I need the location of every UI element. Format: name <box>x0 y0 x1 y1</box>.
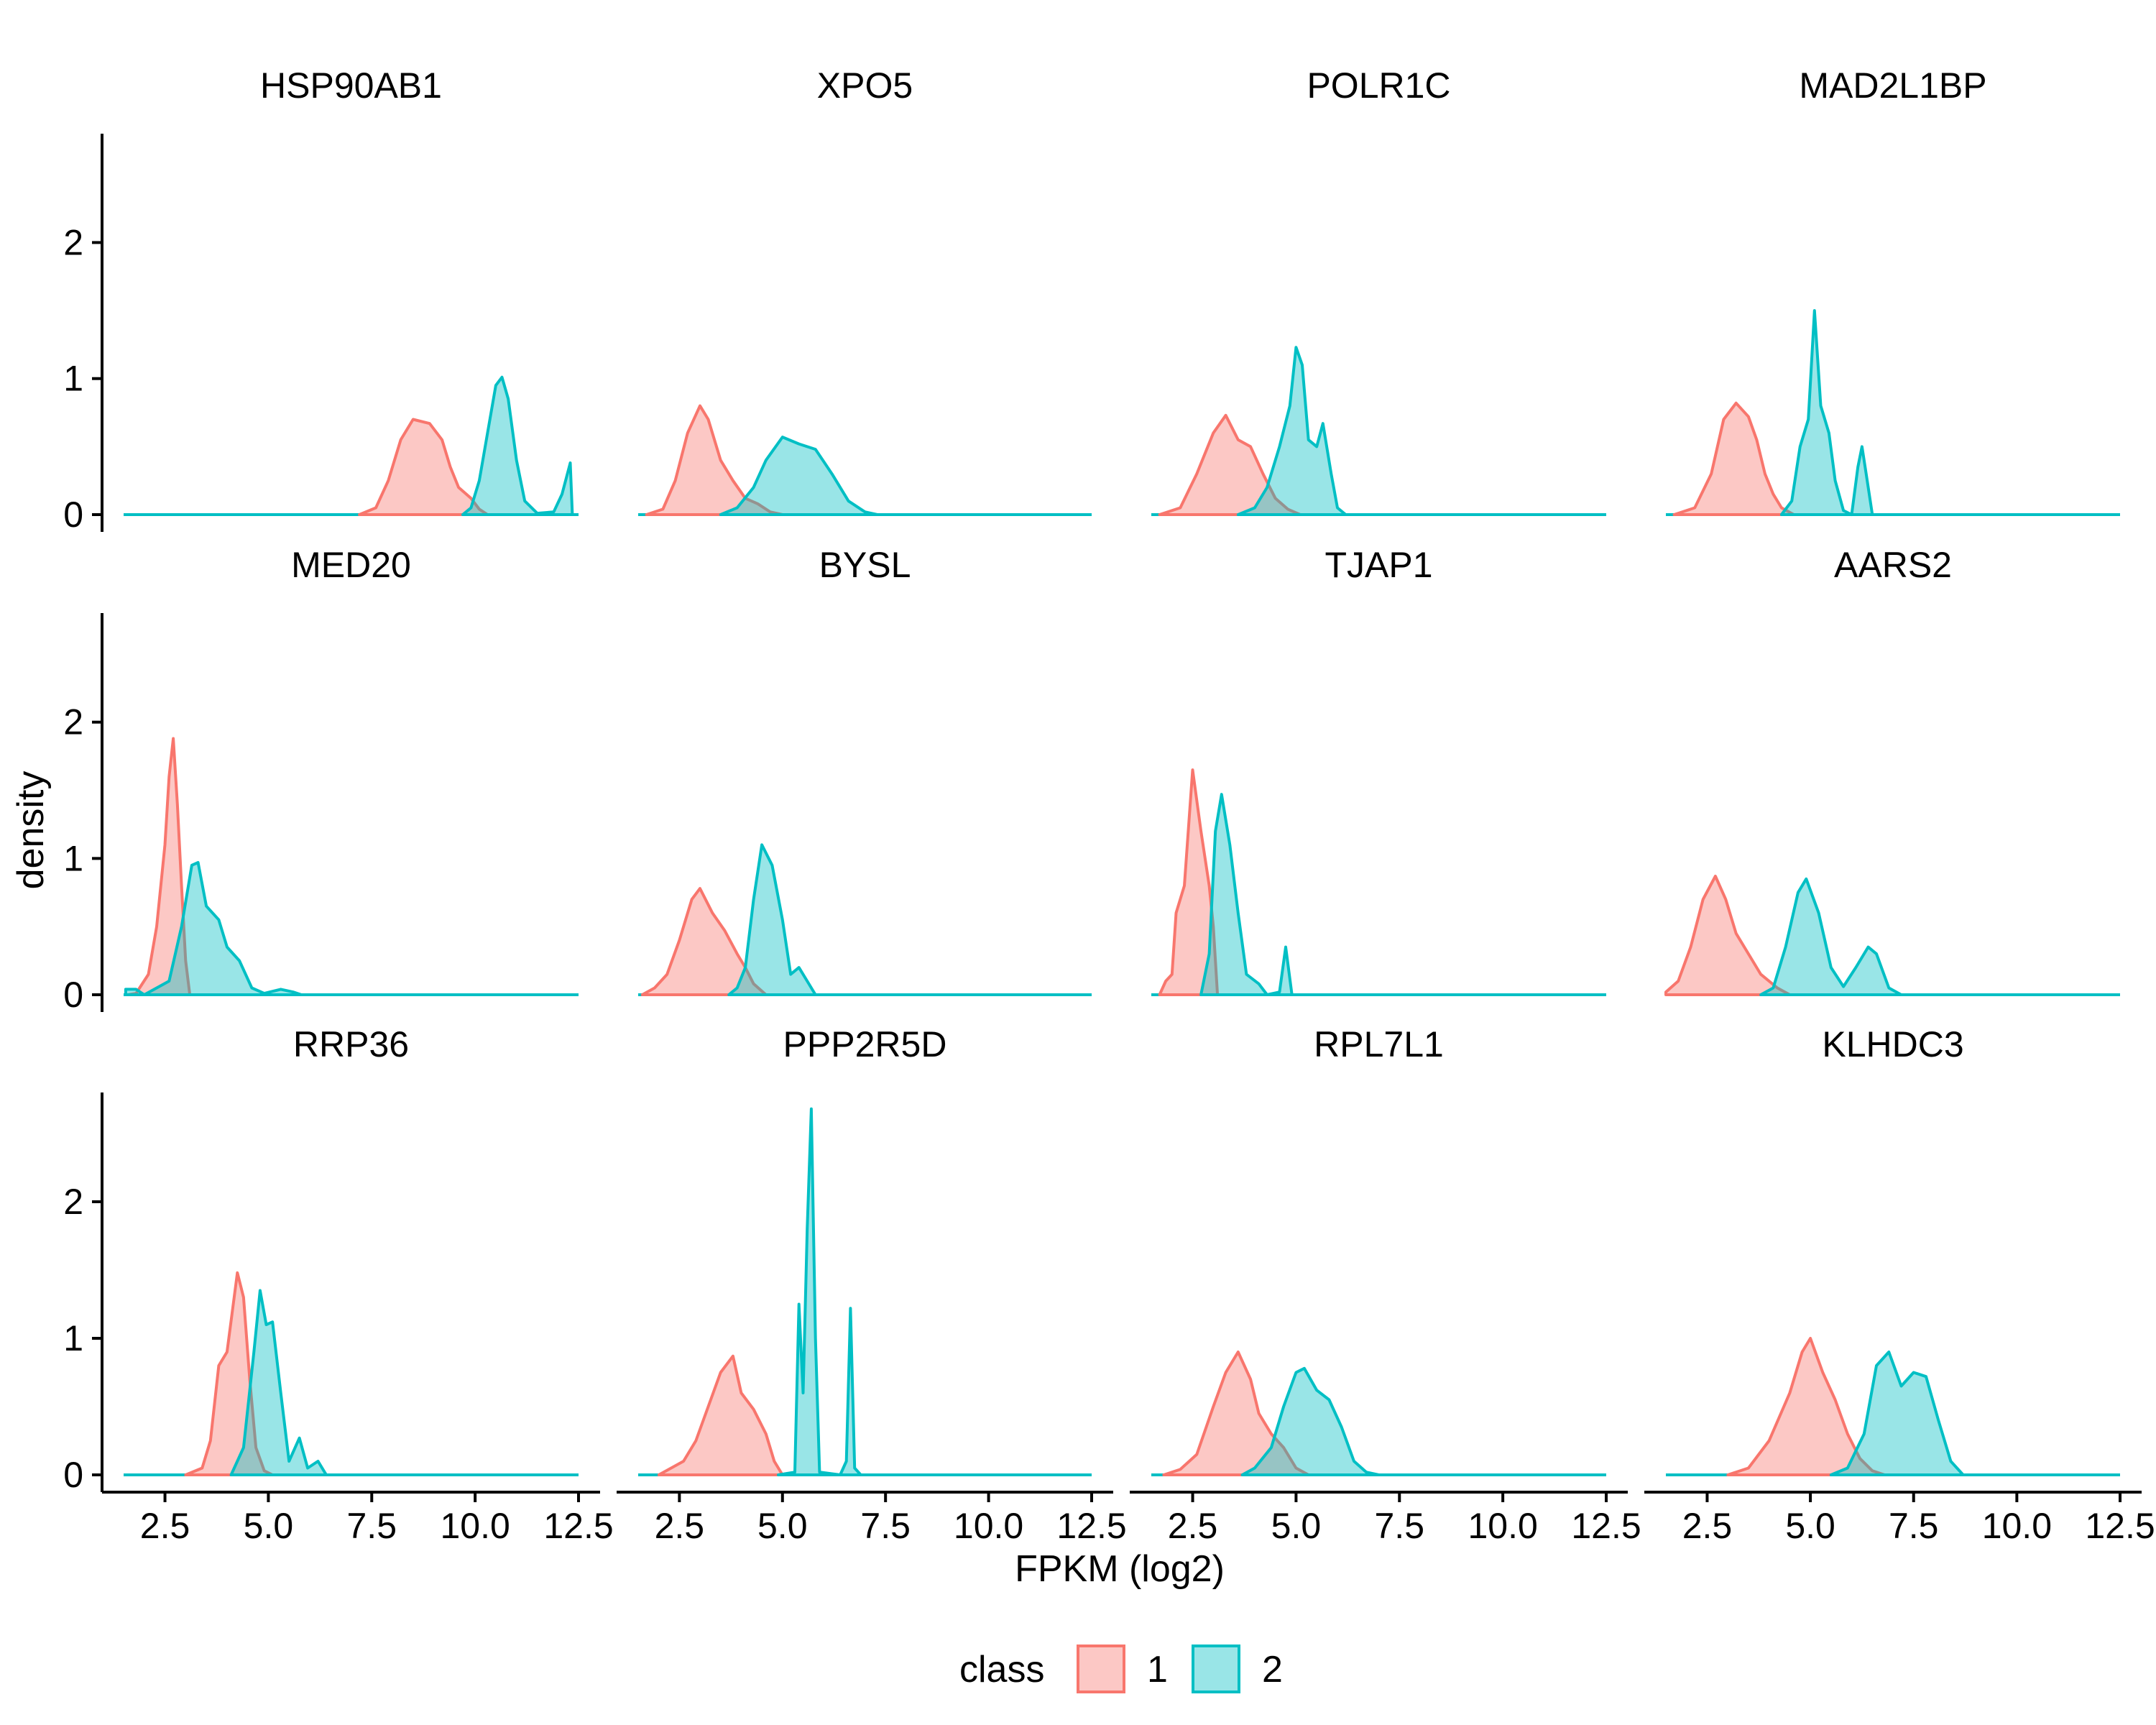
x-tick-label-ppp2r5d-3: 10.0 <box>954 1506 1023 1546</box>
panel-title-tjap1: TJAP1 <box>1325 545 1432 585</box>
x-tick-label-rrp36-3: 10.0 <box>440 1506 510 1546</box>
panel-rpl7l1: RPL7L1 2.5 5.0 7.5 10.0 12.5 <box>1130 1024 1641 1546</box>
density-hsp90ab1-class2 <box>461 375 574 516</box>
y-tick-label-row-2-2: 2 <box>63 702 83 742</box>
x-tick-label-rpl7l1-2: 7.5 <box>1375 1506 1425 1546</box>
density-med20-class2 <box>124 861 303 996</box>
y-tick-label-row-1-2: 2 <box>63 222 83 262</box>
x-tick-label-ppp2r5d-1: 5.0 <box>757 1506 808 1546</box>
density-rpl7l1-class2 <box>1240 1366 1381 1476</box>
x-tick-label-rrp36-1: 5.0 <box>244 1506 294 1546</box>
density-hsp90ab1-class1 <box>358 418 489 516</box>
density-klhdc3-class2 <box>1829 1351 1965 1476</box>
panel-title-polr1c: POLR1C <box>1307 65 1450 106</box>
x-tick-label-klhdc3-1: 5.0 <box>1785 1506 1835 1546</box>
y-tick-label-row-3-1: 1 <box>63 1318 83 1358</box>
x-tick-label-rrp36-4: 12.5 <box>543 1506 613 1546</box>
x-tick-label-klhdc3-3: 10.0 <box>1982 1506 2052 1546</box>
density-med20-class1 <box>126 737 192 996</box>
panel-title-rrp36: RRP36 <box>293 1024 409 1064</box>
y-tick-label-row-1-1: 1 <box>63 359 83 399</box>
legend: class 1 2 <box>959 1644 1283 1693</box>
density-aars2-class1 <box>1664 875 1792 996</box>
density-bysl-class2 <box>727 843 817 996</box>
density-aars2-class2 <box>1759 877 1903 996</box>
y-tick-label-row-3-2: 2 <box>63 1182 83 1222</box>
panel-title-bysl: BYSL <box>819 545 911 585</box>
panel-mad2l1bp: MAD2L1BP <box>1666 65 2120 516</box>
panel-aars2: AARS2 <box>1664 545 2120 996</box>
legend-title: class <box>959 1649 1044 1690</box>
x-tick-label-klhdc3-2: 7.5 <box>1889 1506 1939 1546</box>
x-axis-title: FPKM (log2) <box>1015 1548 1225 1590</box>
panel-title-hsp90ab1: HSP90AB1 <box>260 65 442 106</box>
panel-ppp2r5d: PPP2R5D 2.5 5.0 7.5 10.0 12.5 <box>617 1024 1127 1546</box>
y-tick-label-row-2-0: 0 <box>63 975 83 1015</box>
panel-xpo5: XPO5 <box>638 65 1092 516</box>
x-tick-label-klhdc3-4: 12.5 <box>2085 1506 2155 1546</box>
density-klhdc3-class1 <box>1726 1337 1886 1476</box>
panel-title-rpl7l1: RPL7L1 <box>1314 1024 1444 1064</box>
panel-title-klhdc3: KLHDC3 <box>1822 1024 1963 1064</box>
panel-title-mad2l1bp: MAD2L1BP <box>1799 65 1986 106</box>
density-polr1c-class2 <box>1236 346 1348 516</box>
y-tick-label-row-3-0: 0 <box>63 1455 83 1495</box>
panel-polr1c: POLR1C <box>1151 65 1606 516</box>
x-tick-label-rpl7l1-4: 12.5 <box>1571 1506 1641 1546</box>
panel-hsp90ab1: HSP90AB1 0 1 2 <box>63 65 579 535</box>
panels-layer: HSP90AB1 0 1 2 XPO5 POLR1C MAD2L1BP MED20 0 1 2 BYS… <box>63 65 2155 1546</box>
y-axis-title: density <box>10 771 52 890</box>
density-rrp36-class2 <box>229 1289 336 1476</box>
density-tjap1-class2 <box>1199 793 1302 996</box>
panel-title-med20: MED20 <box>291 545 411 585</box>
x-tick-label-rrp36-0: 2.5 <box>140 1506 190 1546</box>
density-bysl-class1 <box>640 887 768 996</box>
y-tick-label-row-2-1: 1 <box>63 838 83 878</box>
panel-tjap1: TJAP1 <box>1151 545 1606 996</box>
legend-label-class-1: 1 <box>1147 1649 1168 1690</box>
density-mad2l1bp-class1 <box>1672 401 1796 516</box>
panel-title-xpo5: XPO5 <box>817 65 913 106</box>
y-tick-label-row-1-0: 0 <box>63 494 83 535</box>
x-tick-label-rrp36-2: 7.5 <box>347 1506 397 1546</box>
density-rrp36-class1 <box>184 1271 275 1476</box>
legend-swatch-class-2 <box>1192 1644 1240 1693</box>
x-tick-label-ppp2r5d-4: 12.5 <box>1056 1506 1126 1546</box>
x-tick-label-rpl7l1-3: 10.0 <box>1468 1506 1537 1546</box>
density-xpo5-class2 <box>719 436 879 516</box>
density-tjap1-class1 <box>1158 768 1220 996</box>
density-mad2l1bp-class2 <box>1779 309 1874 516</box>
panel-med20: MED20 0 1 2 <box>63 545 579 1015</box>
x-tick-label-ppp2r5d-2: 7.5 <box>860 1506 911 1546</box>
legend-label-class-2: 2 <box>1262 1649 1283 1690</box>
density-ppp2r5d-class2 <box>777 1107 862 1476</box>
x-tick-label-rpl7l1-1: 5.0 <box>1271 1506 1322 1546</box>
x-tick-label-klhdc3-0: 2.5 <box>1682 1506 1733 1546</box>
legend-swatch-class-1 <box>1077 1644 1125 1693</box>
x-tick-label-ppp2r5d-0: 2.5 <box>655 1506 705 1546</box>
x-tick-label-rpl7l1-0: 2.5 <box>1168 1506 1218 1546</box>
panel-bysl: BYSL <box>638 545 1092 996</box>
density-xpo5-class1 <box>645 404 784 516</box>
panel-title-aars2: AARS2 <box>1834 545 1952 585</box>
panel-rrp36: RRP36 0 1 2 2.5 5.0 7.5 10.0 12.5 <box>63 1024 613 1546</box>
panel-title-ppp2r5d: PPP2R5D <box>783 1024 947 1064</box>
density-ppp2r5d-class1 <box>657 1354 784 1476</box>
panel-klhdc3: KLHDC3 2.5 5.0 7.5 10.0 12.5 <box>1644 1024 2155 1546</box>
